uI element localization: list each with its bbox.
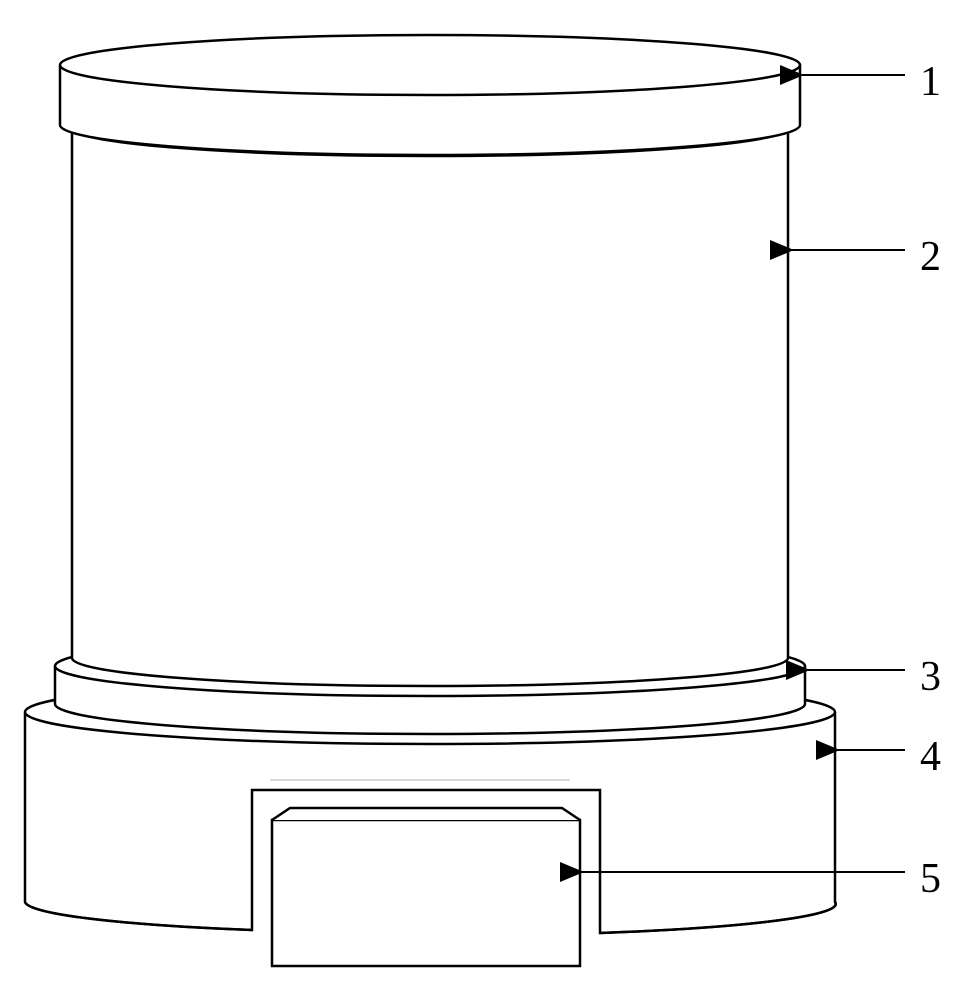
callout-label-1: 1 xyxy=(920,58,941,106)
part-main-body xyxy=(72,100,788,686)
callout-label-4: 4 xyxy=(920,733,941,781)
part-inner-block xyxy=(272,808,580,966)
part-top-cap xyxy=(60,35,800,155)
callout-label-5: 5 xyxy=(920,855,941,903)
callout-label-2: 2 xyxy=(920,233,941,281)
callout-label-3: 3 xyxy=(920,653,941,701)
diagram-svg xyxy=(0,0,979,1000)
technical-diagram: 1 2 3 4 5 xyxy=(0,0,979,1000)
